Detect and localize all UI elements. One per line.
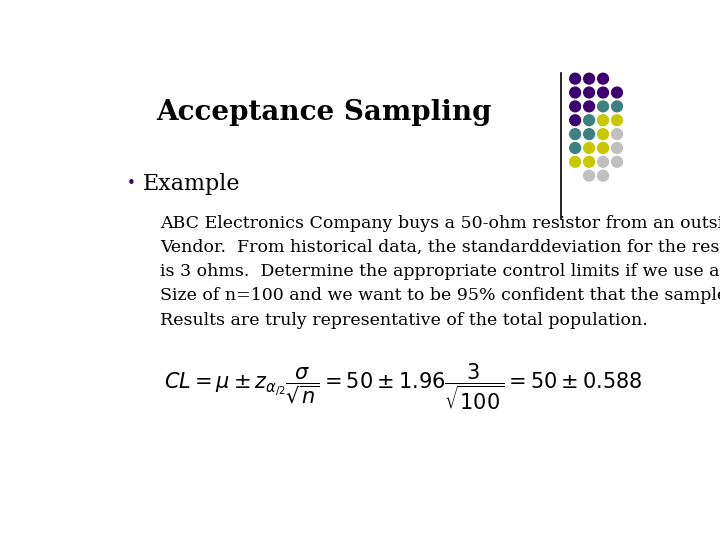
- Ellipse shape: [570, 115, 580, 126]
- Ellipse shape: [611, 129, 622, 139]
- Ellipse shape: [598, 129, 608, 139]
- Ellipse shape: [598, 73, 608, 84]
- Ellipse shape: [584, 87, 595, 98]
- Ellipse shape: [611, 143, 622, 153]
- Ellipse shape: [611, 87, 622, 98]
- Ellipse shape: [570, 73, 580, 84]
- Ellipse shape: [611, 157, 622, 167]
- Ellipse shape: [611, 101, 622, 112]
- Ellipse shape: [598, 101, 608, 112]
- Ellipse shape: [611, 115, 622, 126]
- Ellipse shape: [598, 157, 608, 167]
- Ellipse shape: [584, 101, 595, 112]
- Ellipse shape: [598, 143, 608, 153]
- Ellipse shape: [584, 157, 595, 167]
- Ellipse shape: [570, 87, 580, 98]
- Text: $CL = \mu \pm z_{\alpha_{/2}} \dfrac{\sigma}{\sqrt{n}} = 50 \pm 1.96 \dfrac{3}{\: $CL = \mu \pm z_{\alpha_{/2}} \dfrac{\si…: [163, 361, 642, 412]
- Text: Example: Example: [143, 173, 240, 194]
- Text: Acceptance Sampling: Acceptance Sampling: [156, 99, 491, 126]
- Ellipse shape: [584, 73, 595, 84]
- Ellipse shape: [570, 129, 580, 139]
- Ellipse shape: [598, 170, 608, 181]
- Ellipse shape: [584, 115, 595, 126]
- Text: •: •: [127, 177, 136, 192]
- Ellipse shape: [598, 87, 608, 98]
- Ellipse shape: [584, 143, 595, 153]
- Ellipse shape: [570, 101, 580, 112]
- Ellipse shape: [570, 143, 580, 153]
- Ellipse shape: [584, 170, 595, 181]
- Ellipse shape: [598, 115, 608, 126]
- Ellipse shape: [584, 129, 595, 139]
- Text: ABC Electronics Company buys a 50-ohm resistor from an outside
Vendor.  From his: ABC Electronics Company buys a 50-ohm re…: [160, 215, 720, 328]
- Ellipse shape: [570, 157, 580, 167]
